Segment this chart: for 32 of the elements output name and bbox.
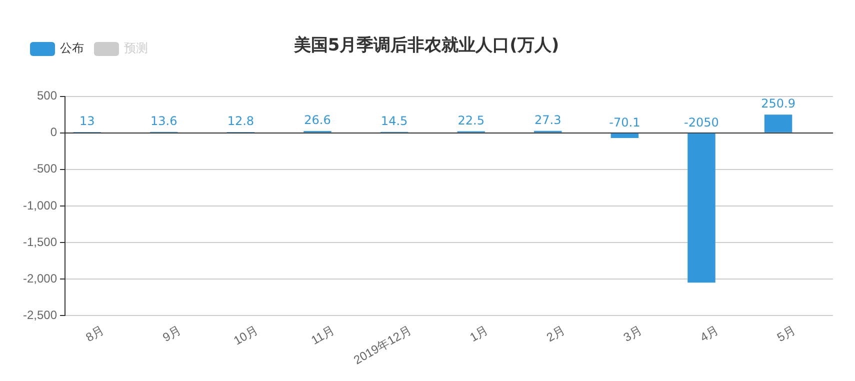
x-tick-label: 2月 bbox=[544, 323, 568, 345]
y-tick-label: -2,000 bbox=[22, 271, 58, 286]
chart-title: 美国5月季调后非农就业人口(万人) bbox=[292, 36, 560, 56]
bar bbox=[764, 114, 792, 132]
y-tick-label: 0 bbox=[50, 125, 58, 140]
y-tick-label: -500 bbox=[32, 162, 58, 176]
x-tick-label: 3月 bbox=[620, 323, 644, 345]
data-label: 12.8 bbox=[227, 114, 254, 128]
legend-label: 公布 bbox=[60, 40, 84, 57]
y-tick-label: -1,500 bbox=[22, 234, 58, 249]
y-tick-label: -1,000 bbox=[22, 198, 58, 212]
y-tick-label: -2,500 bbox=[22, 308, 58, 322]
x-tick-label: 11月 bbox=[308, 323, 337, 348]
data-label: -70.1 bbox=[609, 116, 640, 130]
x-tick-label: 9月 bbox=[160, 323, 184, 345]
data-label: 27.3 bbox=[534, 113, 562, 128]
bar bbox=[610, 133, 639, 138]
data-label: 250.9 bbox=[761, 96, 796, 111]
data-label: 13 bbox=[79, 114, 95, 128]
data-label: 13.6 bbox=[150, 114, 178, 128]
data-label: 22.5 bbox=[458, 113, 484, 128]
data-label: -2050 bbox=[684, 116, 719, 130]
x-tick-label: 1月 bbox=[467, 323, 491, 345]
x-tick-label: 10月 bbox=[231, 323, 260, 348]
data-label: 26.6 bbox=[304, 113, 331, 128]
y-tick-label: 500 bbox=[36, 88, 58, 103]
x-tick-label: 8月 bbox=[83, 323, 107, 345]
bar bbox=[688, 133, 716, 283]
x-tick-label: 4月 bbox=[698, 323, 721, 345]
data-label: 14.5 bbox=[380, 114, 408, 128]
x-tick-label: 2019年12月 bbox=[351, 323, 414, 368]
x-tick-label: 5月 bbox=[774, 323, 798, 345]
